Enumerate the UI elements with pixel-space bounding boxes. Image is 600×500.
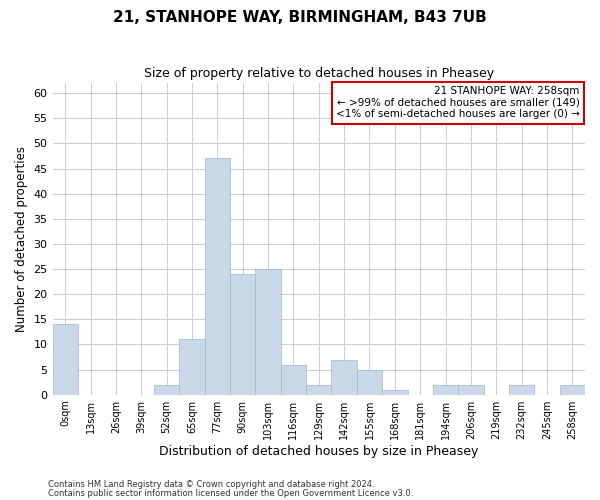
Bar <box>256 269 281 394</box>
Bar <box>205 158 230 394</box>
Text: 21, STANHOPE WAY, BIRMINGHAM, B43 7UB: 21, STANHOPE WAY, BIRMINGHAM, B43 7UB <box>113 10 487 25</box>
Bar <box>458 384 484 394</box>
Bar <box>230 274 256 394</box>
Bar <box>281 364 306 394</box>
Bar <box>179 340 205 394</box>
Text: Contains public sector information licensed under the Open Government Licence v3: Contains public sector information licen… <box>48 489 413 498</box>
Title: Size of property relative to detached houses in Pheasey: Size of property relative to detached ho… <box>144 68 494 80</box>
Bar <box>357 370 382 394</box>
Text: Contains HM Land Registry data © Crown copyright and database right 2024.: Contains HM Land Registry data © Crown c… <box>48 480 374 489</box>
Y-axis label: Number of detached properties: Number of detached properties <box>15 146 28 332</box>
Bar <box>382 390 407 394</box>
X-axis label: Distribution of detached houses by size in Pheasey: Distribution of detached houses by size … <box>159 444 478 458</box>
Bar <box>433 384 458 394</box>
Bar <box>331 360 357 394</box>
Text: 21 STANHOPE WAY: 258sqm
← >99% of detached houses are smaller (149)
<1% of semi-: 21 STANHOPE WAY: 258sqm ← >99% of detach… <box>336 86 580 120</box>
Bar <box>53 324 78 394</box>
Bar <box>154 384 179 394</box>
Bar <box>560 384 585 394</box>
Bar <box>509 384 534 394</box>
Bar <box>306 384 331 394</box>
